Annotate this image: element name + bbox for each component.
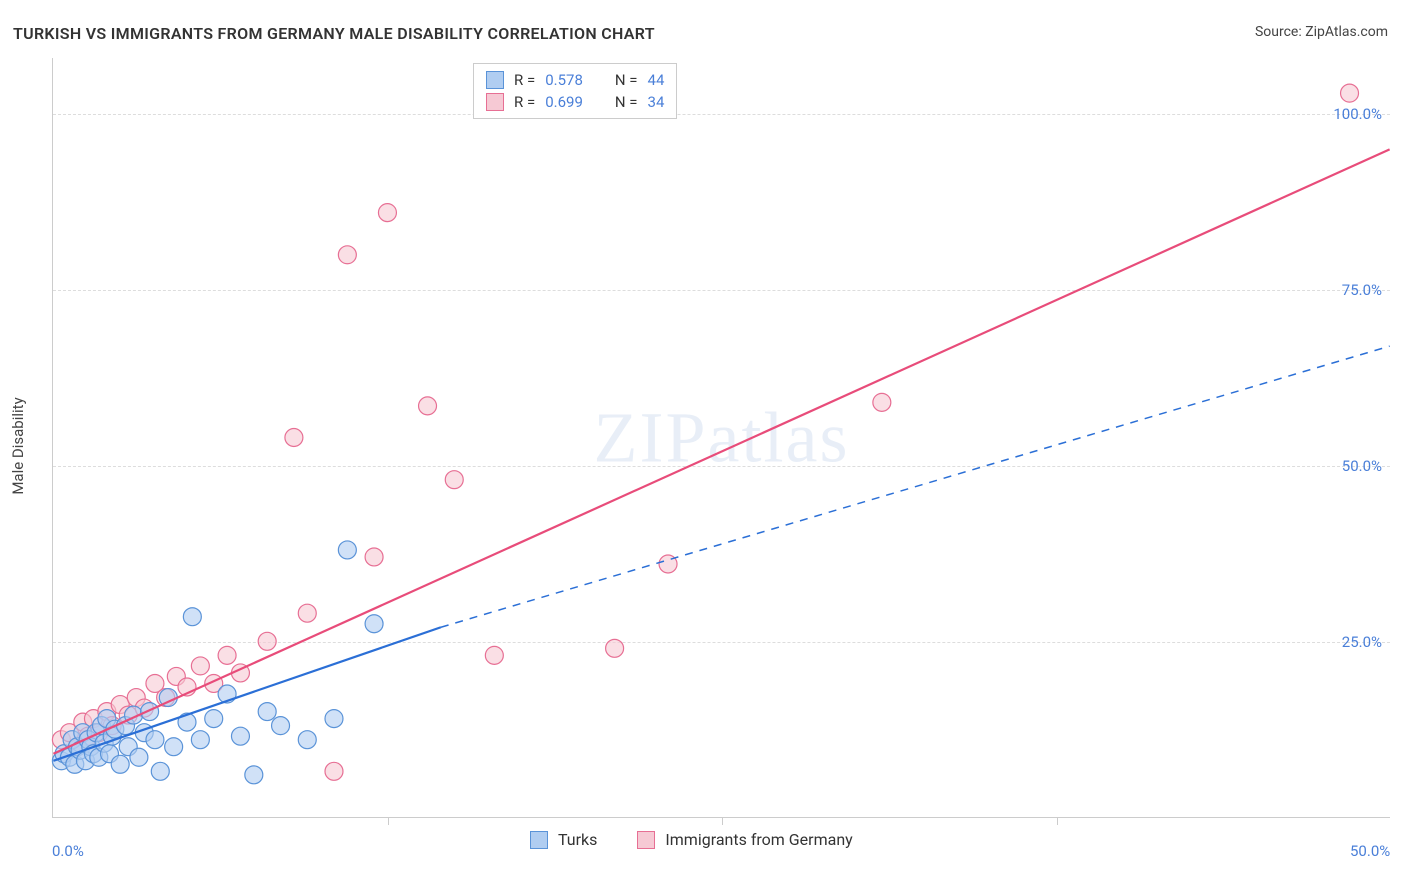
n-label: N = xyxy=(615,93,638,111)
r-label: R = xyxy=(514,71,535,89)
legend-row-germany: R = 0.699 N = 34 xyxy=(486,91,664,113)
germany-swatch-icon xyxy=(486,93,504,111)
plot-area: ZIPatlas R = 0.578 N = 44 R = 0.699 N = … xyxy=(52,58,1390,818)
scatter-point xyxy=(111,755,129,773)
y-tick-label: 25.0% xyxy=(1342,633,1382,651)
turks-n-value: 44 xyxy=(648,71,665,89)
r-label: R = xyxy=(514,93,535,111)
turks-r-value: 0.578 xyxy=(545,71,583,89)
scatter-point xyxy=(258,703,276,721)
scatter-point xyxy=(218,646,236,664)
scatter-point xyxy=(338,541,356,559)
scatter-point xyxy=(141,703,159,721)
chart-container: TURKISH VS IMMIGRANTS FROM GERMANY MALE … xyxy=(0,0,1406,892)
scatter-point xyxy=(165,738,183,756)
scatter-point xyxy=(285,429,303,447)
scatter-point xyxy=(245,766,263,784)
scatter-point xyxy=(130,748,148,766)
y-tick-label: 100.0% xyxy=(1333,105,1382,123)
trend-line-germany xyxy=(53,149,1389,753)
y-tick-label: 50.0% xyxy=(1342,457,1382,475)
chart-source: Source: ZipAtlas.com xyxy=(1255,24,1388,40)
scatter-point xyxy=(325,762,343,780)
scatter-point xyxy=(191,731,209,749)
scatter-point xyxy=(325,710,343,728)
scatter-point xyxy=(1341,84,1359,102)
germany-label: Immigrants from Germany xyxy=(665,830,852,849)
scatter-point xyxy=(419,397,437,415)
chart-title: TURKISH VS IMMIGRANTS FROM GERMANY MALE … xyxy=(13,24,655,43)
y-tick-label: 75.0% xyxy=(1342,281,1382,299)
legend-row-turks: R = 0.578 N = 44 xyxy=(486,69,664,91)
legend-series: Turks Immigrants from Germany xyxy=(530,830,853,849)
trend-line-turks-dashed xyxy=(441,346,1390,627)
turks-swatch-icon xyxy=(486,71,504,89)
germany-n-value: 34 xyxy=(648,93,665,111)
scatter-point xyxy=(272,717,290,735)
scatter-point xyxy=(258,632,276,650)
n-label: N = xyxy=(615,71,638,89)
scatter-point xyxy=(445,471,463,489)
x-tick-label: 50.0% xyxy=(1350,842,1390,860)
x-tick xyxy=(388,817,389,825)
turks-label: Turks xyxy=(558,830,597,849)
germany-r-value: 0.699 xyxy=(545,93,583,111)
y-axis-label: Male Disability xyxy=(9,397,27,494)
scatter-point xyxy=(378,204,396,222)
scatter-svg xyxy=(53,58,1390,817)
germany-swatch-icon xyxy=(637,831,655,849)
x-tick-label: 0.0% xyxy=(52,842,84,860)
scatter-point xyxy=(873,393,891,411)
scatter-point xyxy=(338,246,356,264)
scatter-point xyxy=(365,615,383,633)
scatter-point xyxy=(205,710,223,728)
scatter-point xyxy=(606,639,624,657)
scatter-point xyxy=(151,762,169,780)
x-tick xyxy=(722,817,723,825)
scatter-point xyxy=(231,727,249,745)
scatter-point xyxy=(146,731,164,749)
legend-statistics: R = 0.578 N = 44 R = 0.699 N = 34 xyxy=(473,63,677,119)
scatter-point xyxy=(485,646,503,664)
scatter-point xyxy=(298,604,316,622)
scatter-point xyxy=(298,731,316,749)
scatter-point xyxy=(183,608,201,626)
x-tick xyxy=(1057,817,1058,825)
scatter-point xyxy=(191,657,209,675)
scatter-point xyxy=(365,548,383,566)
turks-swatch-icon xyxy=(530,831,548,849)
